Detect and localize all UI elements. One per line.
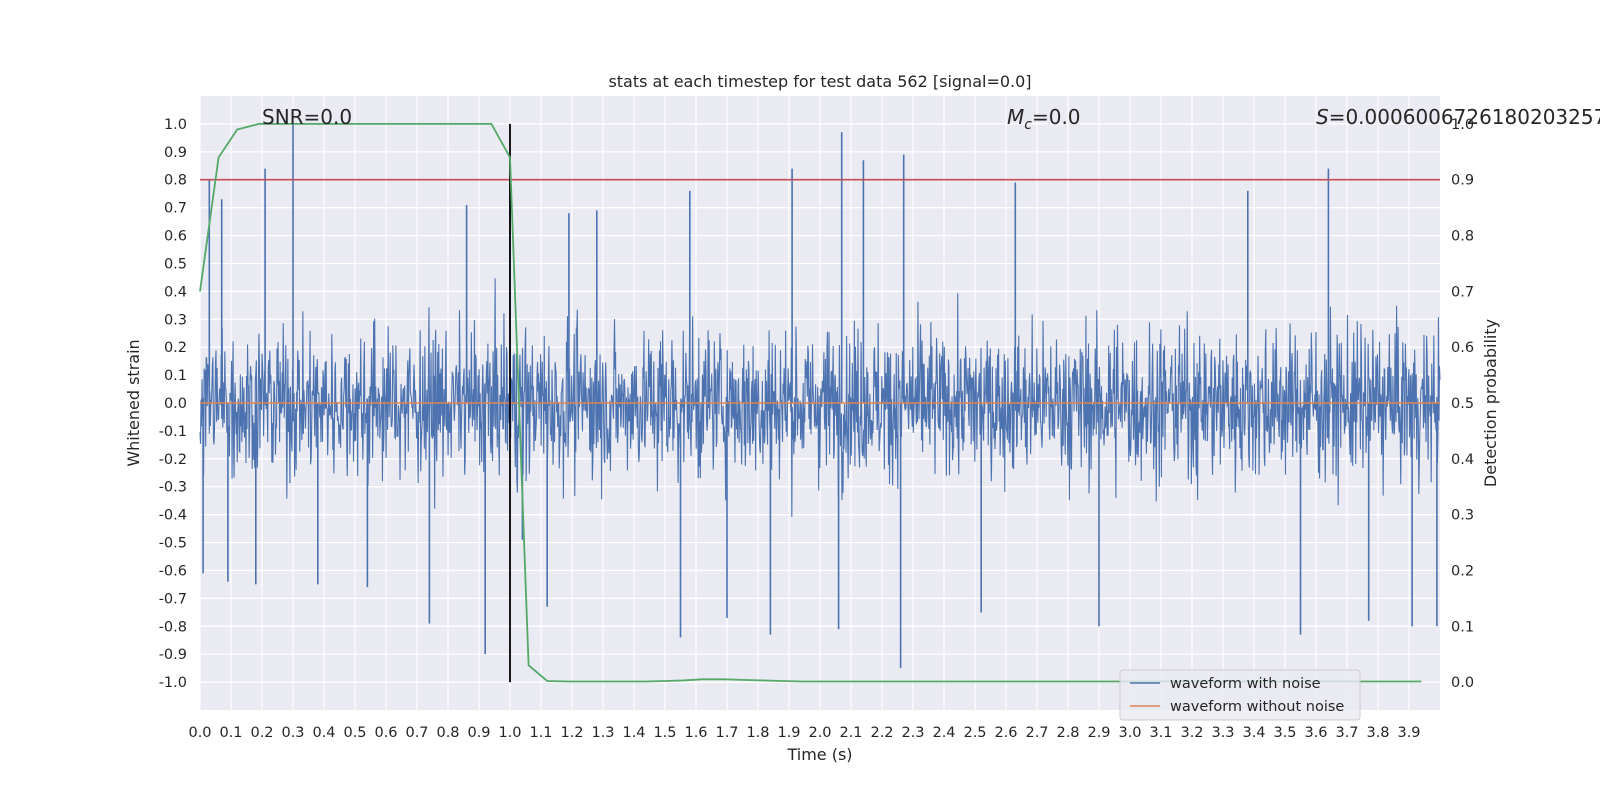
s-value: =0.0006006726180203257 — [1329, 105, 1600, 129]
legend-label-waveform-without-noise: waveform without noise — [1170, 699, 1344, 715]
x-tick-label: 3.5 — [1273, 725, 1296, 741]
x-tick-label: 1.8 — [746, 725, 769, 741]
x-tick-label: 3.4 — [1242, 725, 1265, 741]
s-symbol: S — [1316, 105, 1329, 129]
x-tick-label: 2.3 — [901, 725, 924, 741]
x-tick-label: 3.0 — [1118, 725, 1141, 741]
x-ticks: 0.0 0.1 0.2 0.3 0.4 0.5 0.6 0.7 0.8 0.9 1.0 1.1 1.2 1… — [188, 725, 1420, 741]
y-right-ticks: 1.0 0.9 0.8 0.7 0.6 0.5 0.4 0.3 0.2 0.1 0.0 — [1451, 117, 1474, 691]
y-axis-label: Whitened strain — [124, 339, 143, 466]
x-tick-label: 1.5 — [653, 725, 676, 741]
y-right-tick-label: 0.2 — [1451, 563, 1474, 579]
x-tick-label: 3.9 — [1397, 725, 1420, 741]
y-tick-label: -0.9 — [159, 647, 187, 663]
mc-subscript: c — [1024, 117, 1032, 133]
snr-annotation: SNR=0.0 — [262, 105, 352, 129]
x-tick-label: 2.5 — [963, 725, 986, 741]
x-tick-label: 3.8 — [1366, 725, 1389, 741]
x-tick-label: 2.8 — [1056, 725, 1079, 741]
x-tick-label: 2.0 — [808, 725, 831, 741]
y-right-tick-label: 0.8 — [1451, 229, 1474, 245]
y-right-tick-label: 0.1 — [1451, 619, 1474, 635]
y-right-tick-label: 0.9 — [1451, 173, 1474, 189]
mc-annotation: Mc=0.0 — [1007, 105, 1081, 133]
y-tick-label: -0.2 — [159, 452, 187, 468]
y-tick-label: 0.8 — [164, 173, 187, 189]
noise-trace — [199, 278, 1441, 517]
y-tick-label: -0.5 — [159, 536, 187, 552]
y-right-tick-label: 0.3 — [1451, 508, 1474, 524]
x-tick-label: 1.0 — [498, 725, 521, 741]
y-tick-label: 1.0 — [164, 117, 187, 133]
overlays — [200, 123, 1440, 683]
x-tick-label: 0.7 — [405, 725, 428, 741]
x-tick-label: 0.5 — [343, 725, 366, 741]
y-tick-label: 0.1 — [164, 368, 187, 384]
y-tick-label: -0.3 — [159, 480, 187, 496]
x-tick-label: 0.6 — [374, 725, 397, 741]
x-tick-label: 2.7 — [1025, 725, 1048, 741]
x-tick-label: 3.3 — [1211, 725, 1234, 741]
x-tick-label: 2.2 — [870, 725, 893, 741]
y-right-axis-label: Detection probability — [1481, 319, 1500, 487]
x-tick-label: 0.0 — [188, 725, 211, 741]
y-right-tick-label: 1.0 — [1451, 117, 1474, 133]
y-tick-label: -1.0 — [159, 675, 187, 691]
x-tick-label: 0.4 — [312, 725, 335, 741]
y-tick-label: -0.6 — [159, 563, 187, 579]
x-tick-label: 0.3 — [281, 725, 304, 741]
x-tick-label: 0.8 — [436, 725, 459, 741]
x-tick-label: 1.1 — [529, 725, 552, 741]
y-tick-label: 0.7 — [164, 201, 187, 217]
series-waveform-with-noise — [199, 123, 1441, 669]
x-tick-label: 2.9 — [1087, 725, 1110, 741]
x-tick-label: 2.6 — [994, 725, 1017, 741]
y-tick-label: -0.8 — [159, 619, 187, 635]
chart-title: stats at each timestep for test data 562… — [608, 72, 1031, 91]
y-tick-label: 0.2 — [164, 340, 187, 356]
y-tick-label: -0.7 — [159, 591, 187, 607]
x-tick-label: 3.1 — [1149, 725, 1172, 741]
y-tick-label: 0.4 — [164, 284, 187, 300]
legend-label-waveform-with-noise: waveform with noise — [1170, 676, 1321, 692]
x-tick-label: 0.2 — [250, 725, 273, 741]
y-right-tick-label: 0.7 — [1451, 284, 1474, 300]
x-tick-label: 0.1 — [219, 725, 242, 741]
mc-value: =0.0 — [1032, 105, 1081, 129]
x-axis-label: Time (s) — [786, 745, 852, 764]
x-tick-label: 1.7 — [715, 725, 738, 741]
y-tick-label: 0.5 — [164, 256, 187, 272]
y-right-tick-label: 0.4 — [1451, 452, 1474, 468]
y-right-tick-label: 0.6 — [1451, 340, 1474, 356]
legend: waveform with noise waveform without noi… — [1119, 669, 1361, 721]
x-tick-label: 3.2 — [1180, 725, 1203, 741]
y-tick-label: 0.0 — [164, 396, 187, 412]
x-tick-label: 1.9 — [777, 725, 800, 741]
x-tick-label: 1.6 — [684, 725, 707, 741]
y-tick-label: 0.3 — [164, 312, 187, 328]
legend-box — [1119, 669, 1361, 721]
y-tick-label: -0.4 — [159, 508, 187, 524]
mc-symbol: M — [1007, 105, 1024, 129]
y-right-tick-label: 0.5 — [1451, 396, 1474, 412]
y-ticks: 1.0 0.9 0.8 0.7 0.6 0.5 0.4 0.3 0.2 0.1 0.0 -0.1 -0.… — [159, 117, 187, 691]
x-tick-label: 3.7 — [1335, 725, 1358, 741]
x-tick-label: 0.9 — [467, 725, 490, 741]
x-tick-label: 1.4 — [622, 725, 645, 741]
x-tick-label: 3.6 — [1304, 725, 1327, 741]
y-tick-label: 0.6 — [164, 229, 187, 245]
y-tick-label: -0.1 — [159, 424, 187, 440]
y-right-tick-label: 0.0 — [1451, 675, 1474, 691]
y-tick-label: 0.9 — [164, 145, 187, 161]
x-tick-label: 2.4 — [932, 725, 955, 741]
x-tick-label: 1.3 — [591, 725, 614, 741]
s-annotation: S=0.0006006726180203257 — [1316, 105, 1600, 129]
x-tick-label: 2.1 — [839, 725, 862, 741]
x-tick-label: 1.2 — [560, 725, 583, 741]
